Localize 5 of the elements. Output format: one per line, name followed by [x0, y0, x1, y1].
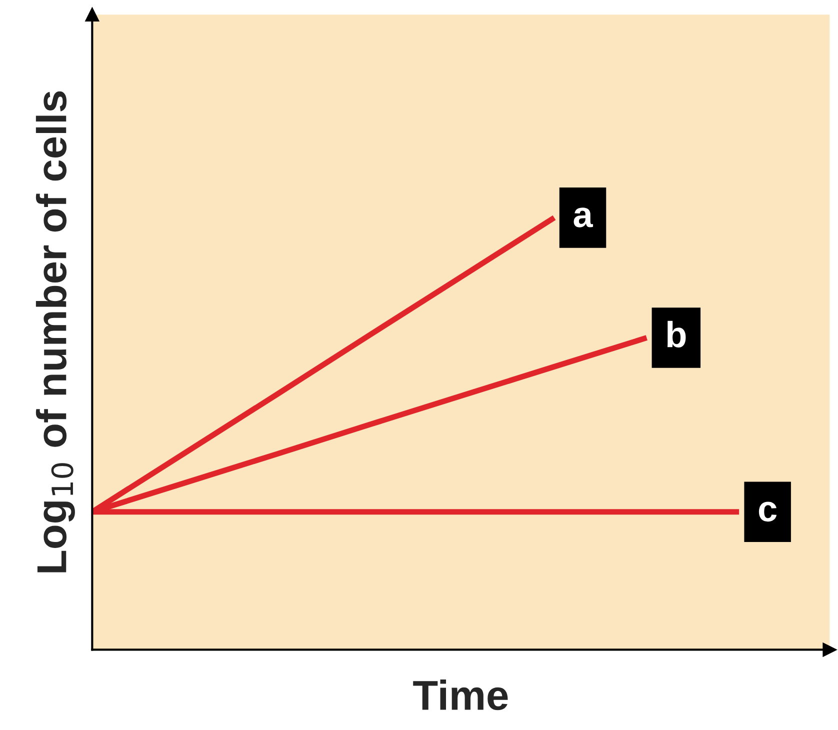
y-axis-title: Log$_{10}$ of number of cells — [36, 91, 75, 572]
series-label: c — [758, 502, 777, 522]
series-label: a — [574, 208, 594, 228]
series-label: b — [668, 320, 686, 348]
x-axis-title: Time — [413, 680, 508, 710]
